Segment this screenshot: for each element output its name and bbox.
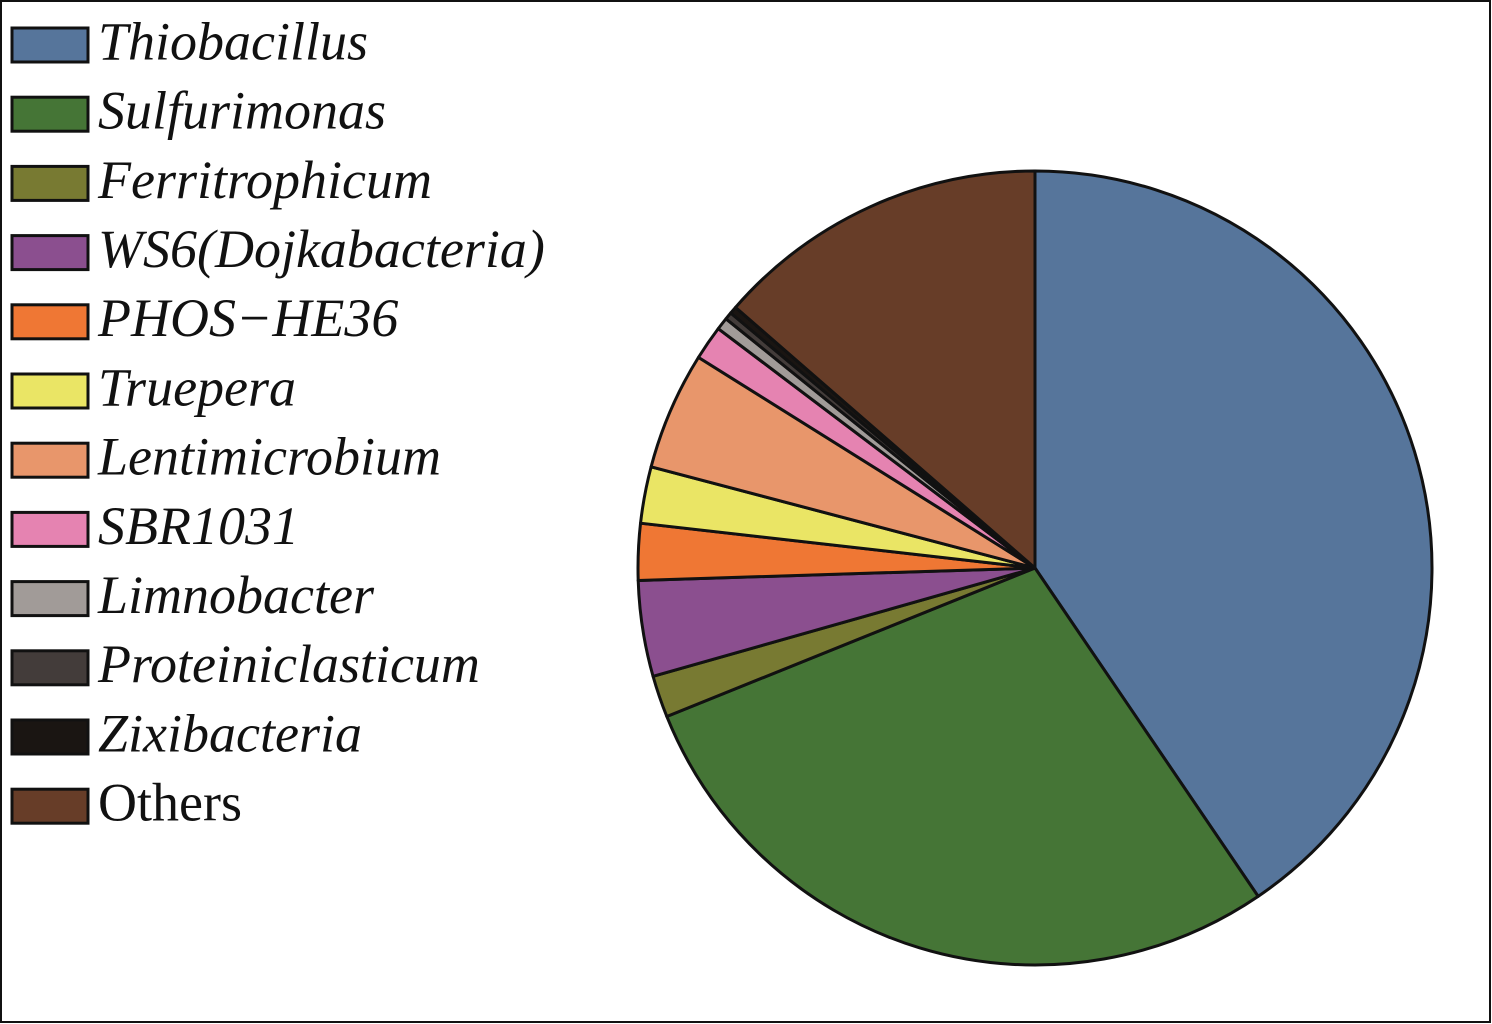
legend-label: Thiobacillus <box>98 11 368 71</box>
legend-swatch <box>10 26 90 64</box>
pie-slice <box>665 566 1260 967</box>
legend-label: Ferritrophicum <box>97 150 432 210</box>
legend-swatch <box>10 441 90 479</box>
legend-label: Limnobacter <box>97 565 375 625</box>
legend-swatch <box>10 372 90 410</box>
legend-label: SBR1031 <box>98 496 299 556</box>
legend-swatch <box>10 787 90 825</box>
legend-label: PHOS−HE36 <box>97 288 398 348</box>
legend-swatch <box>10 303 90 341</box>
legend-label: Truepera <box>98 357 296 417</box>
legend-swatch <box>10 580 90 618</box>
legend-label: Zixibacteria <box>98 703 362 763</box>
legend-label: Lentimicrobium <box>97 427 441 487</box>
legend-swatch <box>10 234 90 272</box>
legend-swatch <box>10 510 90 548</box>
pie-slice <box>1033 169 1434 898</box>
pie-slice <box>734 169 1037 570</box>
legend-swatch <box>10 95 90 133</box>
legend-swatch <box>10 649 90 687</box>
legend-swatch <box>10 718 90 756</box>
legend-label: Proteiniclasticum <box>97 634 480 694</box>
legend-swatch <box>10 164 90 202</box>
legend-label: WS6(Dojkabacteria) <box>98 219 545 279</box>
legend-label: Others <box>98 773 242 833</box>
legend-label: Sulfurimonas <box>98 81 386 141</box>
